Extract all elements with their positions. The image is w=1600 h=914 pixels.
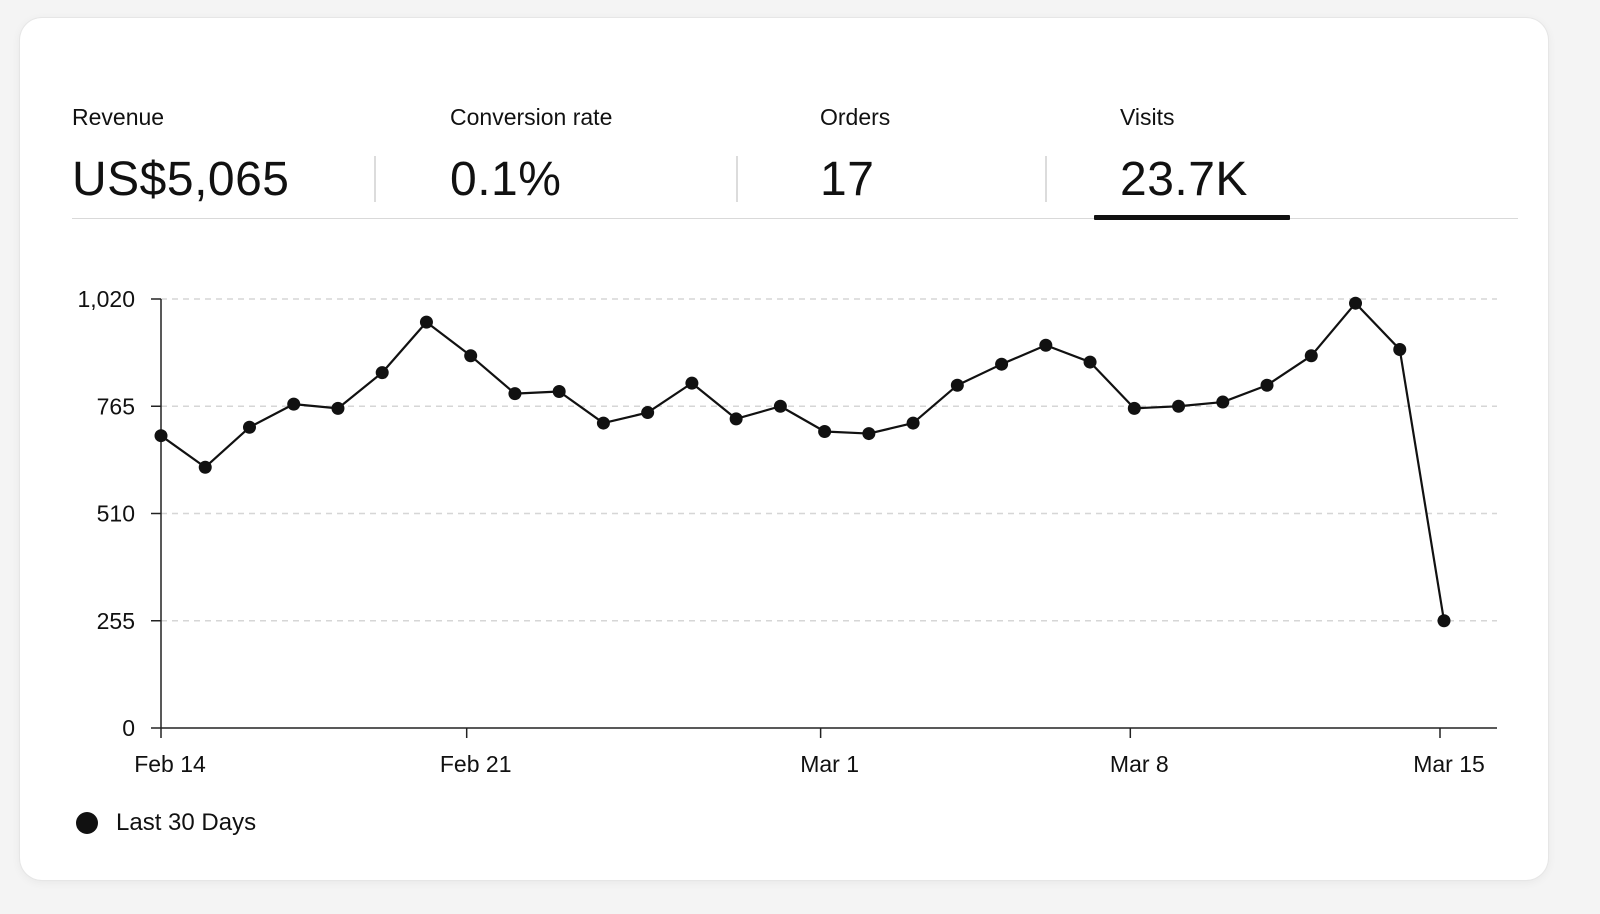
analytics-card: Revenue US$5,065 Conversion rate 0.1% Or… — [20, 18, 1548, 880]
data-point — [154, 429, 168, 443]
data-point — [1039, 338, 1053, 352]
x-tick-label: Feb 14 — [134, 751, 206, 777]
active-tab-indicator — [1094, 215, 1290, 220]
data-point — [1260, 378, 1274, 392]
metric-value: 17 — [820, 153, 875, 206]
data-point — [685, 376, 699, 390]
data-point — [1437, 614, 1451, 628]
data-point — [641, 406, 655, 420]
metric-divider — [374, 156, 376, 202]
data-point — [287, 397, 301, 411]
data-point — [906, 416, 920, 430]
x-tick-label: Mar 8 — [1110, 751, 1169, 777]
y-tick-label: 0 — [122, 715, 135, 741]
data-point — [950, 378, 964, 392]
data-point — [464, 349, 478, 363]
metric-label: Orders — [820, 104, 891, 130]
metric-label: Revenue — [72, 104, 165, 130]
data-point — [995, 357, 1009, 371]
data-point — [773, 399, 787, 413]
data-point — [375, 366, 389, 380]
data-point — [552, 385, 566, 399]
series-line — [160, 302, 1446, 621]
metric-label: Conversion rate — [450, 104, 613, 130]
data-point — [1304, 349, 1318, 363]
data-point — [508, 387, 522, 401]
data-point — [729, 412, 743, 426]
metric-value: 0.1% — [450, 153, 562, 206]
metric-tabs: Revenue US$5,065 Conversion rate 0.1% Or… — [20, 18, 1548, 238]
chart-legend: Last 30 Days — [76, 808, 256, 838]
data-point — [596, 416, 610, 430]
data-point — [198, 460, 212, 474]
data-point — [419, 315, 433, 329]
data-point — [1083, 355, 1097, 369]
y-tick-label: 1,020 — [77, 286, 135, 312]
metric-value: US$5,065 — [72, 153, 290, 206]
data-point — [1349, 296, 1363, 310]
data-point — [242, 420, 256, 434]
metric-divider — [1045, 156, 1047, 202]
y-tick-label: 255 — [97, 608, 135, 634]
legend-label: Last 30 Days — [116, 809, 257, 836]
metric-value: 23.7K — [1120, 153, 1248, 206]
legend-marker — [76, 812, 98, 834]
x-tick-label: Mar 1 — [800, 751, 859, 777]
data-point — [1393, 342, 1407, 356]
data-point — [1172, 399, 1186, 413]
y-tick-label: 765 — [97, 393, 135, 419]
x-tick-label: Mar 15 — [1413, 751, 1485, 777]
y-tick-label: 510 — [97, 501, 135, 527]
metric-divider — [736, 156, 738, 202]
data-point — [331, 401, 345, 415]
data-point — [862, 427, 876, 441]
data-point — [1127, 401, 1141, 415]
tabs-rule — [72, 218, 1518, 219]
line-chart: 0 255 510 765 1,020 Feb 14 Feb 21 Mar 1 Mar 8 Mar… — [77, 286, 1497, 777]
x-tick-label: Feb 21 — [440, 751, 512, 777]
data-point — [818, 424, 832, 438]
data-point — [1216, 395, 1230, 409]
metric-label: Visits — [1120, 104, 1175, 130]
